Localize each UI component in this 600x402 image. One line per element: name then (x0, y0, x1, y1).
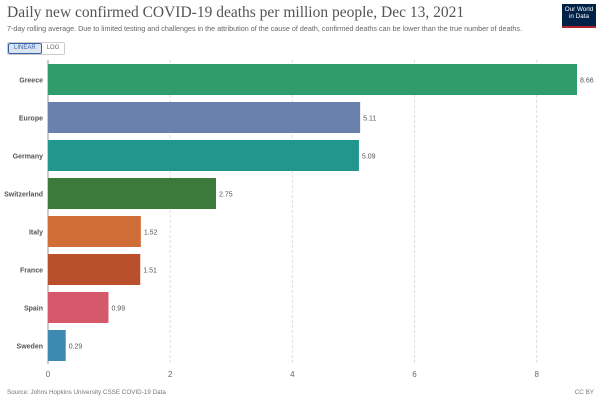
category-label: Germany (13, 154, 43, 161)
x-tick-label: 4 (290, 370, 295, 379)
x-tick-label: 8 (534, 370, 539, 379)
bar (48, 64, 577, 95)
bar (48, 254, 141, 285)
category-label: Italy (29, 230, 43, 237)
data-label: 2.75 (219, 192, 233, 199)
linear-scale-button[interactable]: LINEAR (8, 43, 42, 54)
logo-line-2: in Data (569, 13, 589, 21)
bar (48, 216, 141, 247)
owid-logo[interactable]: Our World in Data (562, 4, 596, 28)
data-label: 5.11 (363, 116, 376, 123)
scale-toggle: LINEAR LOG (7, 42, 66, 55)
bar (48, 292, 109, 323)
source-note: Source: Johns Hopkins University CSSE CO… (7, 389, 166, 396)
category-label: Sweden (17, 344, 43, 351)
data-label: 5.09 (362, 154, 376, 161)
data-label: 0.99 (111, 306, 125, 313)
data-label: 0.29 (69, 344, 83, 351)
chart-subtitle: 7-day rolling average. Due to limited te… (7, 24, 523, 33)
category-label: France (20, 268, 43, 275)
data-label: 8.66 (580, 78, 594, 85)
log-scale-button[interactable]: LOG (41, 43, 65, 54)
x-tick-label: 2 (168, 370, 173, 379)
category-label: Greece (19, 78, 43, 85)
license-note[interactable]: CC BY (574, 389, 594, 396)
bar (48, 178, 216, 209)
bar (48, 102, 361, 133)
data-label: 1.52 (144, 230, 158, 237)
x-tick-label: 6 (412, 370, 417, 379)
category-label: Europe (19, 116, 43, 123)
data-label: 1.51 (143, 268, 157, 275)
category-label: Switzerland (4, 192, 43, 199)
logo-line-1: Our World (564, 6, 594, 13)
x-tick-label: 0 (46, 370, 51, 379)
bar (48, 330, 66, 361)
bar (48, 140, 359, 171)
chart-title: Daily new confirmed COVID-19 deaths per … (7, 4, 465, 21)
category-label: Spain (24, 306, 43, 313)
